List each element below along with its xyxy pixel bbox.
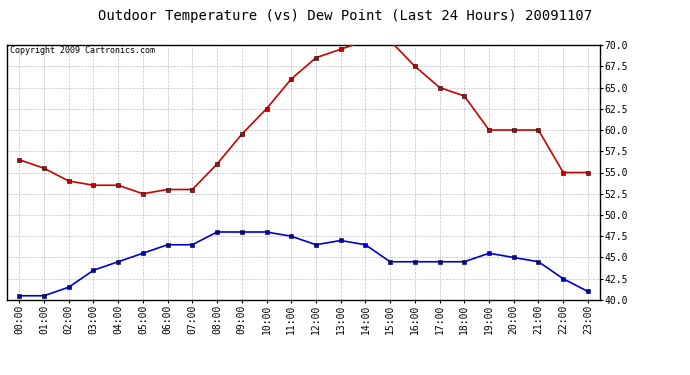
- Text: Copyright 2009 Cartronics.com: Copyright 2009 Cartronics.com: [10, 46, 155, 55]
- Text: Outdoor Temperature (vs) Dew Point (Last 24 Hours) 20091107: Outdoor Temperature (vs) Dew Point (Last…: [98, 9, 592, 23]
